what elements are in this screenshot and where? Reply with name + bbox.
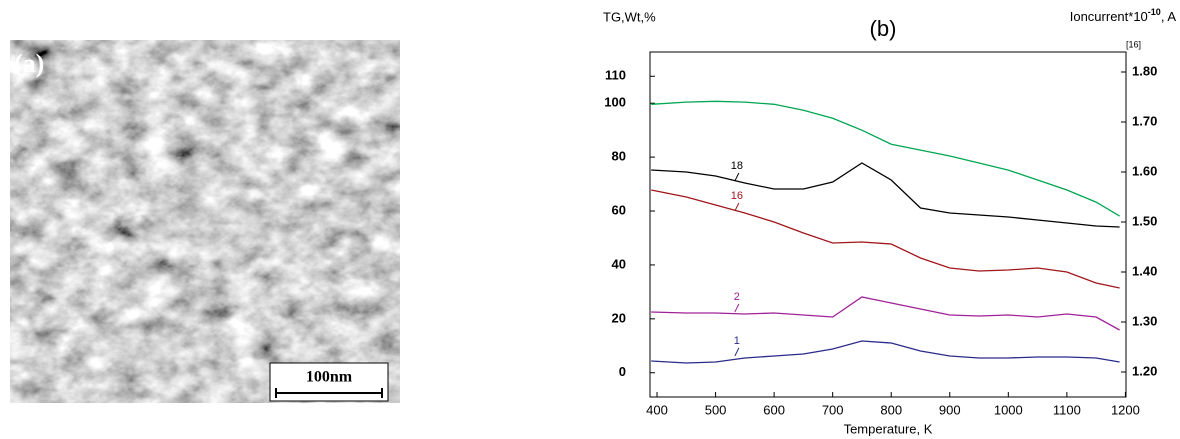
y2-tick-label: 1.80 (1132, 63, 1157, 78)
series-line (651, 341, 1119, 363)
figure: (a) 100nm TG,Wt,% (b) Ioncurrent*10-10, … (0, 0, 1180, 439)
y2-note: [16] (1126, 39, 1141, 49)
y-axis-label: TG,Wt,% (603, 9, 656, 24)
x-axis-label: Temperature, K (844, 421, 933, 436)
series-line (651, 297, 1119, 330)
sem-panel: (a) 100nm (10, 40, 400, 403)
plot-frame (650, 52, 1126, 397)
y-tick-label: 100 (604, 95, 626, 110)
y2-tick-label: 1.50 (1132, 213, 1157, 228)
curve-label: 16 (731, 190, 743, 202)
curve-label-leader (735, 304, 739, 312)
y-tick-label: 60 (612, 202, 626, 217)
x-tick-label: 1100 (1053, 402, 1081, 417)
series-line (651, 163, 1119, 227)
y2-axis-label: Ioncurrent*10-10, A (1070, 7, 1177, 24)
y-tick-label: 40 (612, 256, 626, 271)
y2-tick-label: 1.70 (1132, 113, 1157, 128)
y2-tick-label: 1.60 (1132, 163, 1157, 178)
y2-tick-label: 1.20 (1132, 363, 1157, 378)
y-tick-label: 110 (605, 68, 626, 83)
x-tick-label: 900 (939, 402, 961, 417)
x-tick-label: 1000 (994, 402, 1023, 417)
scale-bar-label: 100nm (306, 369, 353, 386)
curve-label-leader (735, 203, 739, 211)
series-line (651, 101, 1119, 216)
sem-texture (10, 40, 400, 403)
x-tick-label: 400 (646, 402, 668, 417)
y2-label-text: Ioncurrent*10 (1070, 9, 1148, 24)
series-line (651, 190, 1119, 288)
y2-label-exponent: -10 (1148, 7, 1161, 17)
y2-tick-label: 1.40 (1132, 263, 1157, 278)
curve-label: 18 (731, 160, 743, 172)
curve-label: 2 (734, 291, 740, 303)
x-tick-label: 600 (763, 402, 785, 417)
curve-label-leader (735, 173, 739, 181)
panel-label: (a) (14, 49, 44, 78)
x-tick-label: 700 (822, 402, 844, 417)
x-tick-label: 1200 (1111, 402, 1140, 417)
y-tick-label: 80 (612, 149, 626, 164)
y2-label-unit: , A (1161, 9, 1177, 24)
x-tick-label: 800 (880, 402, 902, 417)
curve-label: 1 (734, 335, 740, 347)
y-tick-label: 20 (612, 310, 626, 325)
y-tick-label: 0 (619, 364, 626, 379)
curve-label-leader (735, 348, 739, 356)
y2-tick-label: 1.30 (1132, 313, 1157, 328)
chart-title: (b) (870, 16, 897, 41)
x-tick-label: 500 (705, 402, 727, 417)
